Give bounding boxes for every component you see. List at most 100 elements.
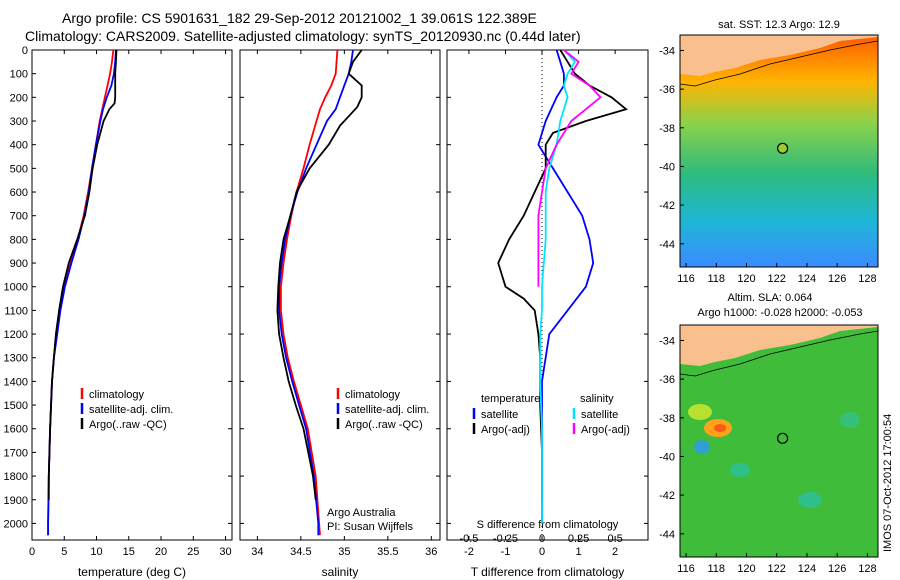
x-tick-label: 128 [858,273,876,285]
y-tick-label: -42 [659,200,675,212]
y-tick-label: -34 [659,45,675,57]
x-tick-label: 122 [768,563,786,575]
y-tick-label: 1400 [4,376,28,388]
top-tick-label: 0 [539,533,545,545]
legend-label: Argo(-adj) [481,424,530,436]
y-tick-label: 1800 [4,471,28,483]
x-tick-label: 122 [768,273,786,285]
sst-map: sat. SST: 12.3 Argo: 12.9 [679,19,879,268]
y-tick-label: -38 [659,413,675,425]
x-tick-label: 15 [123,546,135,558]
y-tick-label: 700 [10,211,28,223]
x-tick-label: 124 [798,273,816,285]
top-tick-label: 0.5 [607,533,622,545]
x-tick-label: 120 [737,273,755,285]
y-tick-label: 2000 [4,518,28,530]
y-tick-label: -34 [659,335,675,347]
legend-label: satellite-adj. clim. [89,404,173,416]
x-tick-label: 118 [708,273,726,285]
legend-title: salinity [580,393,614,405]
land-shape [680,325,878,366]
y-tick-label: 900 [10,258,28,270]
temperature-frame [31,49,233,541]
y-tick-label: 800 [10,234,28,246]
annotation-line: PI: Susan Wijffels [327,521,413,533]
x-tick-label: 35 [338,546,350,558]
x-tick-label: 35.5 [377,546,398,558]
series-line-s-satellite [539,49,577,524]
legend-title: temperature [481,393,540,405]
sla-anomaly-mid [714,424,726,432]
x-tick-label: 5 [61,546,67,558]
header-line2: Climatology: CARS2009. Satellite-adjuste… [25,28,581,44]
y-tick-label: 200 [10,92,28,104]
y-tick-label: 1300 [4,353,28,365]
series-line-s-argo-adj- [537,49,602,287]
legend-label: Argo(..raw -QC) [89,419,167,431]
y-tick-label: 1200 [4,329,28,341]
x-tick-label: 25 [187,546,199,558]
x-tick-label: 116 [677,273,695,285]
y-tick-label: -40 [659,161,675,173]
y-tick-label: 400 [10,140,28,152]
sst_map-axes: 116 118 120 122 124 126 128 -34 -36 -38 -40 -42 -44 [659,45,877,285]
argo-marker-sst [777,142,789,154]
coastline-contour [680,330,878,377]
x-tick-label: 116 [677,563,695,575]
y-tick-label: 1500 [4,400,28,412]
sla-anomaly-low2 [730,463,750,477]
x-tick-label: 1 [576,546,582,558]
coastline-contour [680,40,878,87]
salinity-frame [239,49,441,541]
x-tick-label: -2 [464,546,474,558]
sla-title: Altim. SLA: 0.064 [728,292,813,304]
legend-label: climatology [89,389,145,401]
y-tick-label: -42 [659,490,675,502]
y-tick-label: -44 [659,239,675,251]
top-axis-label: S difference from climatology [477,519,619,531]
series-line-argo-raw-qc- [276,49,363,500]
legend-label: satellite [481,409,518,421]
x-tick-label: 34 [251,546,263,558]
x-tick-label: 124 [798,563,816,575]
x-tick-label: 126 [828,563,846,575]
legend-label: satellite [581,409,618,421]
sla-map: Altim. SLA: 0.064 Argo h1000: -0.028 h20… [679,292,879,558]
legend-label: climatology [345,389,401,401]
header-line1: Argo profile: CS 5901631_182 29-Sep-2012… [62,10,537,26]
argo-marker-sla [777,432,789,444]
y-tick-label: 1000 [4,282,28,294]
y-tick-label: 0 [22,45,28,57]
series-line-satellite-adj-clim- [278,49,354,536]
y-tick-label: -38 [659,123,675,135]
sst-title: sat. SST: 12.3 Argo: 12.9 [718,19,840,31]
x-tick-label: 34.5 [290,546,311,558]
x-tick-label: 10 [90,546,102,558]
series-line-argo-raw-qc- [47,49,118,500]
y-tick-label: -36 [659,374,675,386]
x-tick-label: -1 [501,546,511,558]
legend-label: Argo(-adj) [581,424,630,436]
sla_map-axes: 116 118 120 122 124 126 128 -34 -36 -38 -40 -42 -44 [659,335,877,575]
top-tick-label: 0.25 [568,533,589,545]
y-tick-label: -36 [659,84,675,96]
x-tick-label: 128 [858,563,876,575]
x-tick-label: 126 [828,273,846,285]
sla-anomaly-low3 [798,492,822,508]
x-tick-label: 30 [219,546,231,558]
y-tick-label: -40 [659,451,675,463]
sst-frame [679,34,879,268]
x-tick-label: 120 [737,563,755,575]
y-tick-label: 1900 [4,495,28,507]
top-tick-label: -0.25 [493,533,518,545]
sla-anomaly-low4 [840,412,860,428]
sla-subtitle: Argo h1000: -0.028 h2000: -0.053 [697,307,862,319]
series-line-satellite-adj-clim- [47,49,117,536]
y-tick-label: 1700 [4,447,28,459]
y-tick-label: -44 [659,529,675,541]
side-timestamp: IMOS 07-Oct-2012 17:00:54 [882,414,894,552]
salinity-panel: 34 34.5 35 35.5 36 salinity climatology satelli… [239,49,441,579]
y-tick-label: 1100 [4,305,28,317]
x-tick-label: 0 [29,546,35,558]
